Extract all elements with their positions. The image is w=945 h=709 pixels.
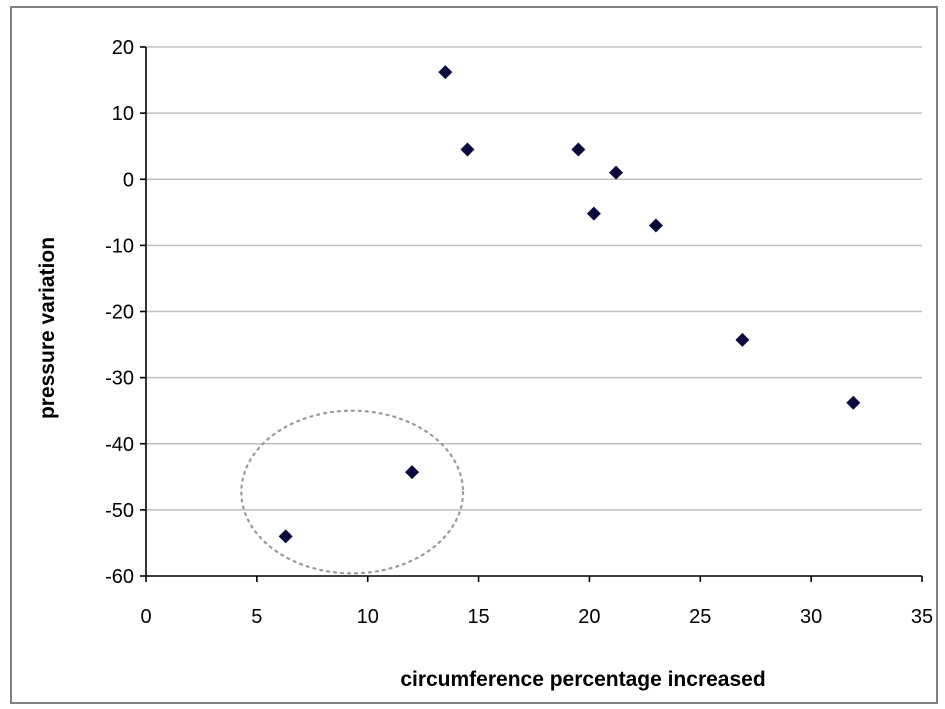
data-point xyxy=(648,218,663,233)
x-tick-label: 30 xyxy=(800,606,822,628)
data-point xyxy=(278,529,293,544)
axes xyxy=(140,46,923,582)
x-tick-label: 10 xyxy=(357,606,379,628)
data-point xyxy=(405,465,420,480)
y-tick-label: -40 xyxy=(105,434,134,456)
highlight-ellipse xyxy=(240,409,465,575)
y-tick-label: 20 xyxy=(112,37,134,59)
y-tick-labels: 20 10 0 -10 -20 -30 -40 -50 -60 xyxy=(105,37,134,588)
x-tick-label: 5 xyxy=(251,606,262,628)
y-tick-label: -10 xyxy=(105,235,134,257)
annotations xyxy=(240,409,465,575)
data-point xyxy=(438,65,453,80)
data-points xyxy=(278,65,861,544)
x-tick-labels: 0 5 10 15 20 25 30 35 xyxy=(140,606,933,628)
x-axis-title: circumference percentage increased xyxy=(400,668,765,691)
y-tick-label: -60 xyxy=(105,566,134,588)
x-tick-label: 0 xyxy=(140,606,151,628)
data-point xyxy=(571,142,586,157)
y-tick-label: -20 xyxy=(105,302,134,324)
chart-frame xyxy=(10,6,938,704)
x-tick-label: 20 xyxy=(578,606,600,628)
x-tick-label: 25 xyxy=(689,606,711,628)
y-tick-label: 10 xyxy=(112,103,134,125)
data-point xyxy=(846,395,861,410)
data-point xyxy=(609,165,624,180)
data-point xyxy=(460,142,475,157)
y-tick-label: 0 xyxy=(123,169,134,191)
data-point xyxy=(735,332,750,347)
x-tick-label: 35 xyxy=(911,606,933,628)
x-tick-label: 15 xyxy=(467,606,489,628)
y-axis-title: pressure variation xyxy=(36,237,59,419)
y-tick-label: -30 xyxy=(105,368,134,390)
grid-lines xyxy=(146,46,922,511)
y-tick-label: -50 xyxy=(105,500,134,522)
data-point xyxy=(586,206,601,221)
